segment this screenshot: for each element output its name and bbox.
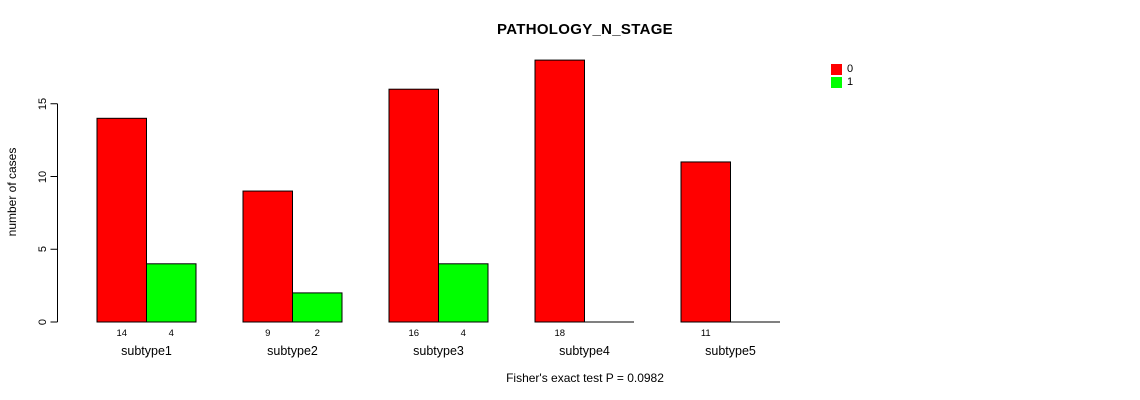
legend-swatch-green — [831, 76, 842, 88]
legend-item-1: 1 — [831, 76, 853, 88]
fisher-test-annotation: Fisher's exact test P = 0.0982 — [506, 371, 664, 385]
y-axis-tick-label: 10 — [37, 170, 49, 183]
legend-item-0: 0 — [831, 63, 853, 75]
y-axis-tick-label: 15 — [37, 97, 49, 110]
x-axis-category-label: subtype5 — [705, 344, 756, 358]
bar-value-label: 14 — [116, 328, 128, 339]
y-axis-tick-label: 0 — [37, 318, 49, 326]
x-axis-category-label: subtype3 — [413, 344, 464, 358]
bar-value-label: 4 — [168, 328, 174, 339]
bar-value-label: 16 — [408, 328, 420, 339]
bar-subtype4-series-0 — [534, 59, 585, 323]
bar-subtype1-series-0 — [96, 117, 147, 323]
legend-swatch-red — [831, 63, 842, 75]
bar-subtype2-series-1 — [292, 292, 343, 323]
bar-value-label: 9 — [265, 328, 271, 339]
bar-value-label: 2 — [314, 328, 320, 339]
bar-value-label: 18 — [554, 328, 566, 339]
legend-label-0: 0 — [847, 63, 854, 75]
bar-value-label: 4 — [460, 328, 466, 339]
x-axis-category-label: subtype1 — [121, 344, 172, 358]
bar-subtype1-series-1 — [146, 263, 197, 323]
bar-subtype2-series-0 — [242, 190, 293, 323]
chart-title: PATHOLOGY_N_STAGE — [497, 21, 673, 38]
bar-subtype3-series-0 — [388, 88, 439, 323]
bar-value-label: 11 — [700, 328, 711, 339]
bar-subtype5-series-0 — [680, 161, 731, 323]
y-axis-tick-label: 5 — [37, 246, 49, 253]
legend: 0 1 — [831, 63, 853, 89]
legend-label-1: 1 — [847, 76, 854, 88]
x-axis-category-label: subtype4 — [559, 344, 610, 358]
bar-subtype3-series-1 — [438, 263, 489, 323]
x-axis-category-label: subtype2 — [267, 344, 318, 358]
